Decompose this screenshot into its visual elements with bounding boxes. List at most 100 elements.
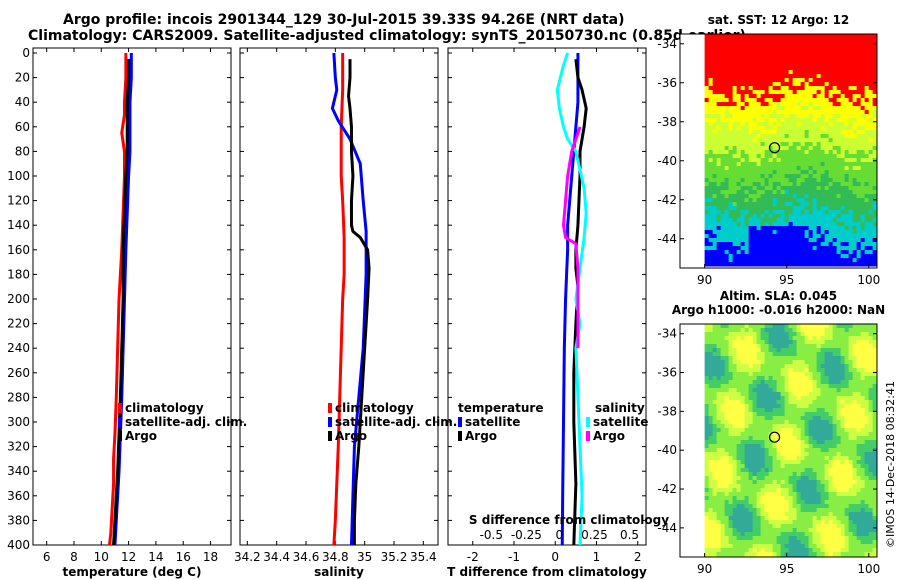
- map-cell: [800, 86, 806, 91]
- map-cell: [860, 98, 866, 103]
- map-cell: [760, 412, 766, 417]
- map-cell: [736, 238, 742, 243]
- map-cell: [712, 532, 718, 537]
- map-cell: [768, 254, 774, 259]
- map-cell: [844, 154, 850, 159]
- map-cell: [764, 348, 770, 353]
- map-cell: [840, 424, 846, 429]
- map-cell: [756, 348, 762, 353]
- map-cell: [816, 158, 822, 163]
- map-cell: [708, 202, 714, 207]
- map-cell: [820, 332, 826, 337]
- map-cell: [748, 130, 754, 135]
- map-cell: [760, 134, 766, 139]
- map-cell: [840, 182, 846, 187]
- map-cell: [832, 340, 838, 345]
- map-cell: [804, 90, 810, 95]
- map-cell: [800, 332, 806, 337]
- map-cell: [796, 70, 802, 75]
- map-cell: [820, 158, 826, 163]
- map-cell: [804, 254, 810, 259]
- map-cell: [816, 512, 822, 517]
- map-cell: [744, 540, 750, 545]
- map-cell: [776, 328, 782, 333]
- map-cell: [708, 98, 714, 103]
- map-cell: [768, 74, 774, 79]
- map-cell: [836, 258, 842, 263]
- map-cell: [768, 170, 774, 175]
- map-cell: [856, 130, 862, 135]
- map-cell: [776, 38, 782, 43]
- map-cell: [820, 460, 826, 465]
- map-cell: [796, 46, 802, 51]
- map-cell: [812, 384, 818, 389]
- map-cell: [756, 352, 762, 357]
- map-cell: [724, 380, 730, 385]
- map-cell: [852, 404, 858, 409]
- map-cell: [844, 324, 850, 329]
- map-cell: [780, 472, 786, 477]
- map-cell: [848, 360, 854, 365]
- map-cell: [772, 500, 778, 505]
- map-cell: [852, 440, 858, 445]
- map-cell: [820, 246, 826, 251]
- map-cell: [760, 332, 766, 337]
- map-cell: [828, 332, 834, 337]
- map-cell: [808, 528, 814, 533]
- map-cell: [840, 62, 846, 67]
- map-cell: [744, 396, 750, 401]
- map-cell: [740, 512, 746, 517]
- map-cell: [712, 496, 718, 501]
- map-cell: [768, 242, 774, 247]
- map-cell: [728, 332, 734, 337]
- map-cell: [812, 62, 818, 67]
- map-cell: [780, 222, 786, 227]
- map-cell: [832, 190, 838, 195]
- map-cell: [740, 408, 746, 413]
- map-cell: [872, 190, 878, 195]
- x-tick-label: 18: [203, 550, 218, 564]
- map-cell: [712, 536, 718, 541]
- map-cell: [804, 130, 810, 135]
- map-cell: [816, 46, 822, 51]
- map-cell: [820, 222, 826, 227]
- map-cell: [836, 106, 842, 111]
- map-cell: [756, 190, 762, 195]
- map-cell: [796, 368, 802, 373]
- map-cell: [828, 324, 834, 329]
- map-cell: [752, 126, 758, 131]
- map-cell: [800, 484, 806, 489]
- map-cell: [776, 154, 782, 159]
- map-cell: [852, 416, 858, 421]
- map-cell: [856, 118, 862, 123]
- map-cell: [736, 344, 742, 349]
- argo-position-marker: [768, 142, 781, 154]
- map-cell: [852, 102, 858, 107]
- map-cell: [780, 214, 786, 219]
- map-cell: [748, 74, 754, 79]
- map-cell: [736, 468, 742, 473]
- map-cell: [752, 376, 758, 381]
- map-cell: [792, 360, 798, 365]
- map-cell: [872, 130, 878, 135]
- map-cell: [716, 348, 722, 353]
- map-cell: [776, 484, 782, 489]
- map-cell: [736, 246, 742, 251]
- map-cell: [872, 62, 878, 67]
- map-cell: [828, 492, 834, 497]
- map-cell: [768, 106, 774, 111]
- map-cell: [768, 372, 774, 377]
- map-cell: [804, 138, 810, 143]
- map-cell: [748, 42, 754, 47]
- map-cell: [804, 516, 810, 521]
- map-cell: [748, 428, 754, 433]
- map-cell: [784, 58, 790, 63]
- map-cell: [732, 170, 738, 175]
- map-cell: [764, 226, 770, 231]
- map-cell: [784, 62, 790, 67]
- map-cell: [872, 66, 878, 71]
- map-cell: [804, 66, 810, 71]
- map-cell: [740, 536, 746, 541]
- map-cell: [812, 528, 818, 533]
- map-cell: [796, 392, 802, 397]
